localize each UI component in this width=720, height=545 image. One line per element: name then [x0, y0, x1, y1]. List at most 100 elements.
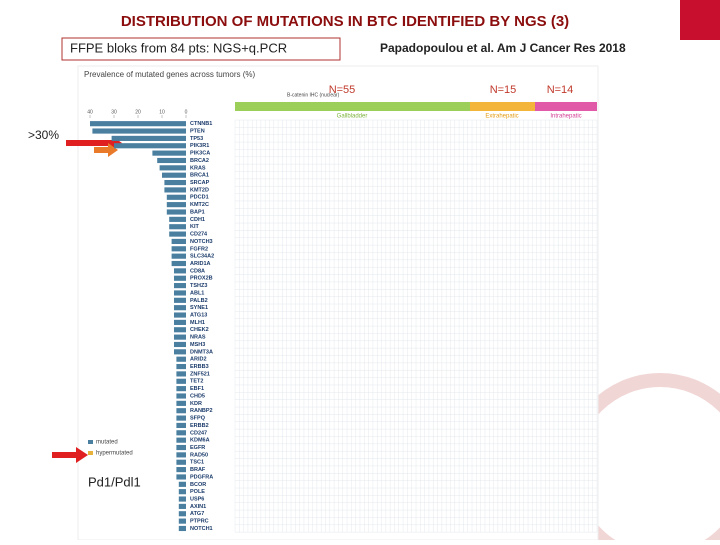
bar [92, 128, 186, 134]
bar [166, 202, 186, 208]
gene-label: CHD5 [190, 393, 205, 399]
group-label: Gallbladder [337, 114, 368, 120]
gene-label: CD274 [190, 232, 208, 238]
gene-label: NOTCH3 [190, 239, 213, 245]
bar [178, 489, 186, 495]
bar [176, 356, 186, 362]
gene-label: RAD50 [190, 452, 208, 458]
gene-label: PROX2B [190, 276, 213, 282]
gene-label: TSC1 [190, 460, 204, 466]
bar [171, 260, 186, 267]
bar [164, 187, 186, 193]
gene-label: ZNF521 [190, 371, 210, 377]
bar [174, 290, 186, 296]
group-n: N=15 [490, 84, 517, 96]
bar [174, 297, 186, 303]
bar [176, 371, 186, 377]
legend-label: hypermutated [96, 451, 133, 457]
bar [90, 121, 186, 127]
gene-label: MSH3 [190, 342, 205, 348]
bar [178, 525, 186, 532]
gene-label: PIK3R1 [190, 143, 209, 149]
gene-label: ARID2 [190, 357, 207, 363]
gene-label: USP6 [190, 496, 204, 502]
gene-label: SYNE1 [190, 305, 208, 311]
gene-label: PALB2 [190, 298, 208, 304]
bar [174, 283, 186, 289]
bar [166, 209, 186, 215]
gene-label: POLE [190, 489, 205, 495]
x-tick-label: 20 [135, 109, 141, 115]
x-tick-label: 30 [111, 109, 117, 115]
legend-swatch [88, 440, 93, 444]
bar [176, 422, 186, 429]
gene-label: BCOR [190, 482, 206, 488]
bar [171, 253, 186, 259]
threshold: >30% [28, 128, 59, 142]
bar [176, 415, 186, 421]
group-label: Extrahepatic [485, 114, 518, 120]
group-bar [470, 102, 535, 111]
bar [176, 467, 186, 473]
gene-label: AXIN1 [190, 504, 206, 510]
bar [176, 474, 186, 480]
bar [169, 231, 186, 237]
gene-label: DNMT3A [190, 349, 213, 355]
gene-label: RANBP2 [190, 408, 213, 414]
gene-label: SLC34A2 [190, 254, 214, 260]
gene-label: TP53 [190, 136, 203, 142]
bar [176, 386, 186, 392]
arrow [94, 143, 118, 157]
bar [171, 246, 186, 252]
gene-label: PDGFRA [190, 474, 213, 480]
bar [178, 496, 186, 502]
figure-title: Prevalence of mutated genes across tumor… [84, 70, 256, 79]
gene-label: KDM6A [190, 438, 210, 444]
group-n: N=14 [547, 84, 574, 96]
gene-label: ERBB3 [190, 364, 209, 370]
corner-mark [680, 0, 720, 40]
ihc-label: B-catenin IHC (nuclear) [287, 92, 340, 98]
gene-label: BRCA1 [190, 173, 209, 179]
bar [176, 378, 186, 384]
gene-label: ERBB2 [190, 423, 209, 429]
gene-label: NOTCH1 [190, 526, 213, 532]
bar [162, 172, 186, 178]
gene-label: KDR [190, 401, 202, 407]
gene-label: PTPRC [190, 519, 209, 525]
bar [152, 150, 186, 156]
gene-label: CTNNB1 [190, 121, 212, 127]
gene-label: SFPQ [190, 416, 206, 422]
x-tick-label: 40 [87, 109, 93, 115]
bar [111, 135, 186, 141]
gene-label: NRAS [190, 335, 206, 341]
gene-label: KMT2C [190, 202, 209, 208]
bar [176, 430, 186, 436]
bar [174, 341, 186, 348]
group-label: Intrahepatic [550, 114, 581, 120]
gene-label: EGFR [190, 445, 205, 451]
legend-label: mutated [96, 440, 118, 446]
bar [176, 363, 186, 370]
gene-label: PIK3CA [190, 151, 210, 157]
bar [114, 143, 186, 149]
bar [159, 165, 186, 171]
bar [169, 216, 186, 222]
gene-label: PTEN [190, 128, 205, 134]
bar [176, 452, 186, 458]
gene-label: BRCA2 [190, 158, 209, 164]
bar [169, 224, 186, 230]
gene-label: KMT2D [190, 187, 209, 193]
bar [176, 393, 186, 399]
target-label: Pd1/Pdl1 [88, 474, 141, 489]
arrow [66, 136, 122, 150]
gene-label: ATG7 [190, 511, 204, 517]
gene-label: CHEK2 [190, 327, 209, 333]
bar [174, 312, 186, 318]
method: FFPE bloks from 84 pts: NGS+q.PCR [70, 40, 287, 55]
bar [174, 305, 186, 311]
bar [166, 194, 186, 200]
gene-label: SRCAP [190, 180, 210, 186]
gene-label: PDCD1 [190, 195, 209, 201]
